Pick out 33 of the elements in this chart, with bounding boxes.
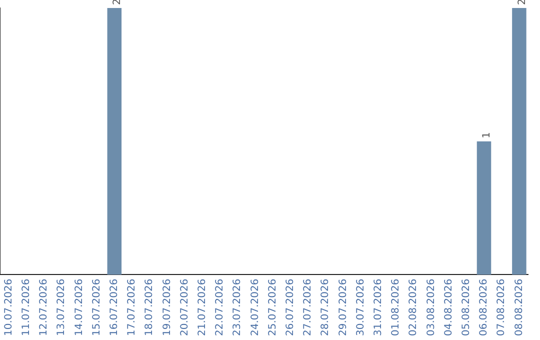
x-tick-label: 16.07.2026: [108, 278, 120, 336]
x-tick-label: 20.07.2026: [179, 278, 190, 336]
x-tick-label: 22.07.2026: [214, 278, 226, 336]
x-tick-label: 18.07.2026: [144, 278, 156, 336]
x-tick-label: 21.07.2026: [196, 278, 208, 336]
x-tick-label: 30.07.2026: [355, 278, 366, 336]
x-tick-label: 27.07.2026: [302, 278, 314, 336]
x-tick-label: 06.08.2026: [478, 278, 490, 336]
x-tick-label: 19.07.2026: [162, 278, 173, 336]
x-tick-label: 25.07.2026: [267, 278, 278, 336]
x-tick-label: 31.07.2026: [372, 278, 384, 336]
x-tick-label: 03.08.2026: [426, 278, 437, 336]
x-tick-label: 14.07.2026: [74, 278, 85, 336]
x-tick-label: 10.07.2026: [3, 278, 14, 336]
data-label: 2: [516, 0, 528, 5]
data-label: 1: [482, 132, 493, 138]
x-tick-label: 29.07.2026: [338, 278, 349, 336]
x-tick-label: 08.08.2026: [514, 278, 525, 336]
x-tick-label: 24.07.2026: [250, 278, 261, 336]
x-tick-label: 02.08.2026: [408, 278, 420, 336]
x-tick-label: 01.08.2026: [390, 278, 402, 336]
x-tick-label: 17.07.2026: [126, 278, 138, 336]
x-tick-label: 11.07.2026: [20, 278, 32, 336]
x-tick-label: 07.08.2026: [496, 278, 508, 336]
x-tick-label: 05.08.2026: [460, 278, 472, 336]
data-label: 2: [112, 0, 123, 5]
x-tick-label: 04.08.2026: [443, 278, 454, 336]
x-tick-label: 13.07.2026: [56, 278, 68, 336]
x-tick-label: 12.07.2026: [38, 278, 50, 336]
x-tick-label: 26.07.2026: [284, 278, 296, 336]
x-tick-label: 15.07.2026: [91, 278, 102, 336]
x-tick-label: 28.07.2026: [320, 278, 332, 336]
x-tick-label: 23.07.2026: [232, 278, 244, 336]
